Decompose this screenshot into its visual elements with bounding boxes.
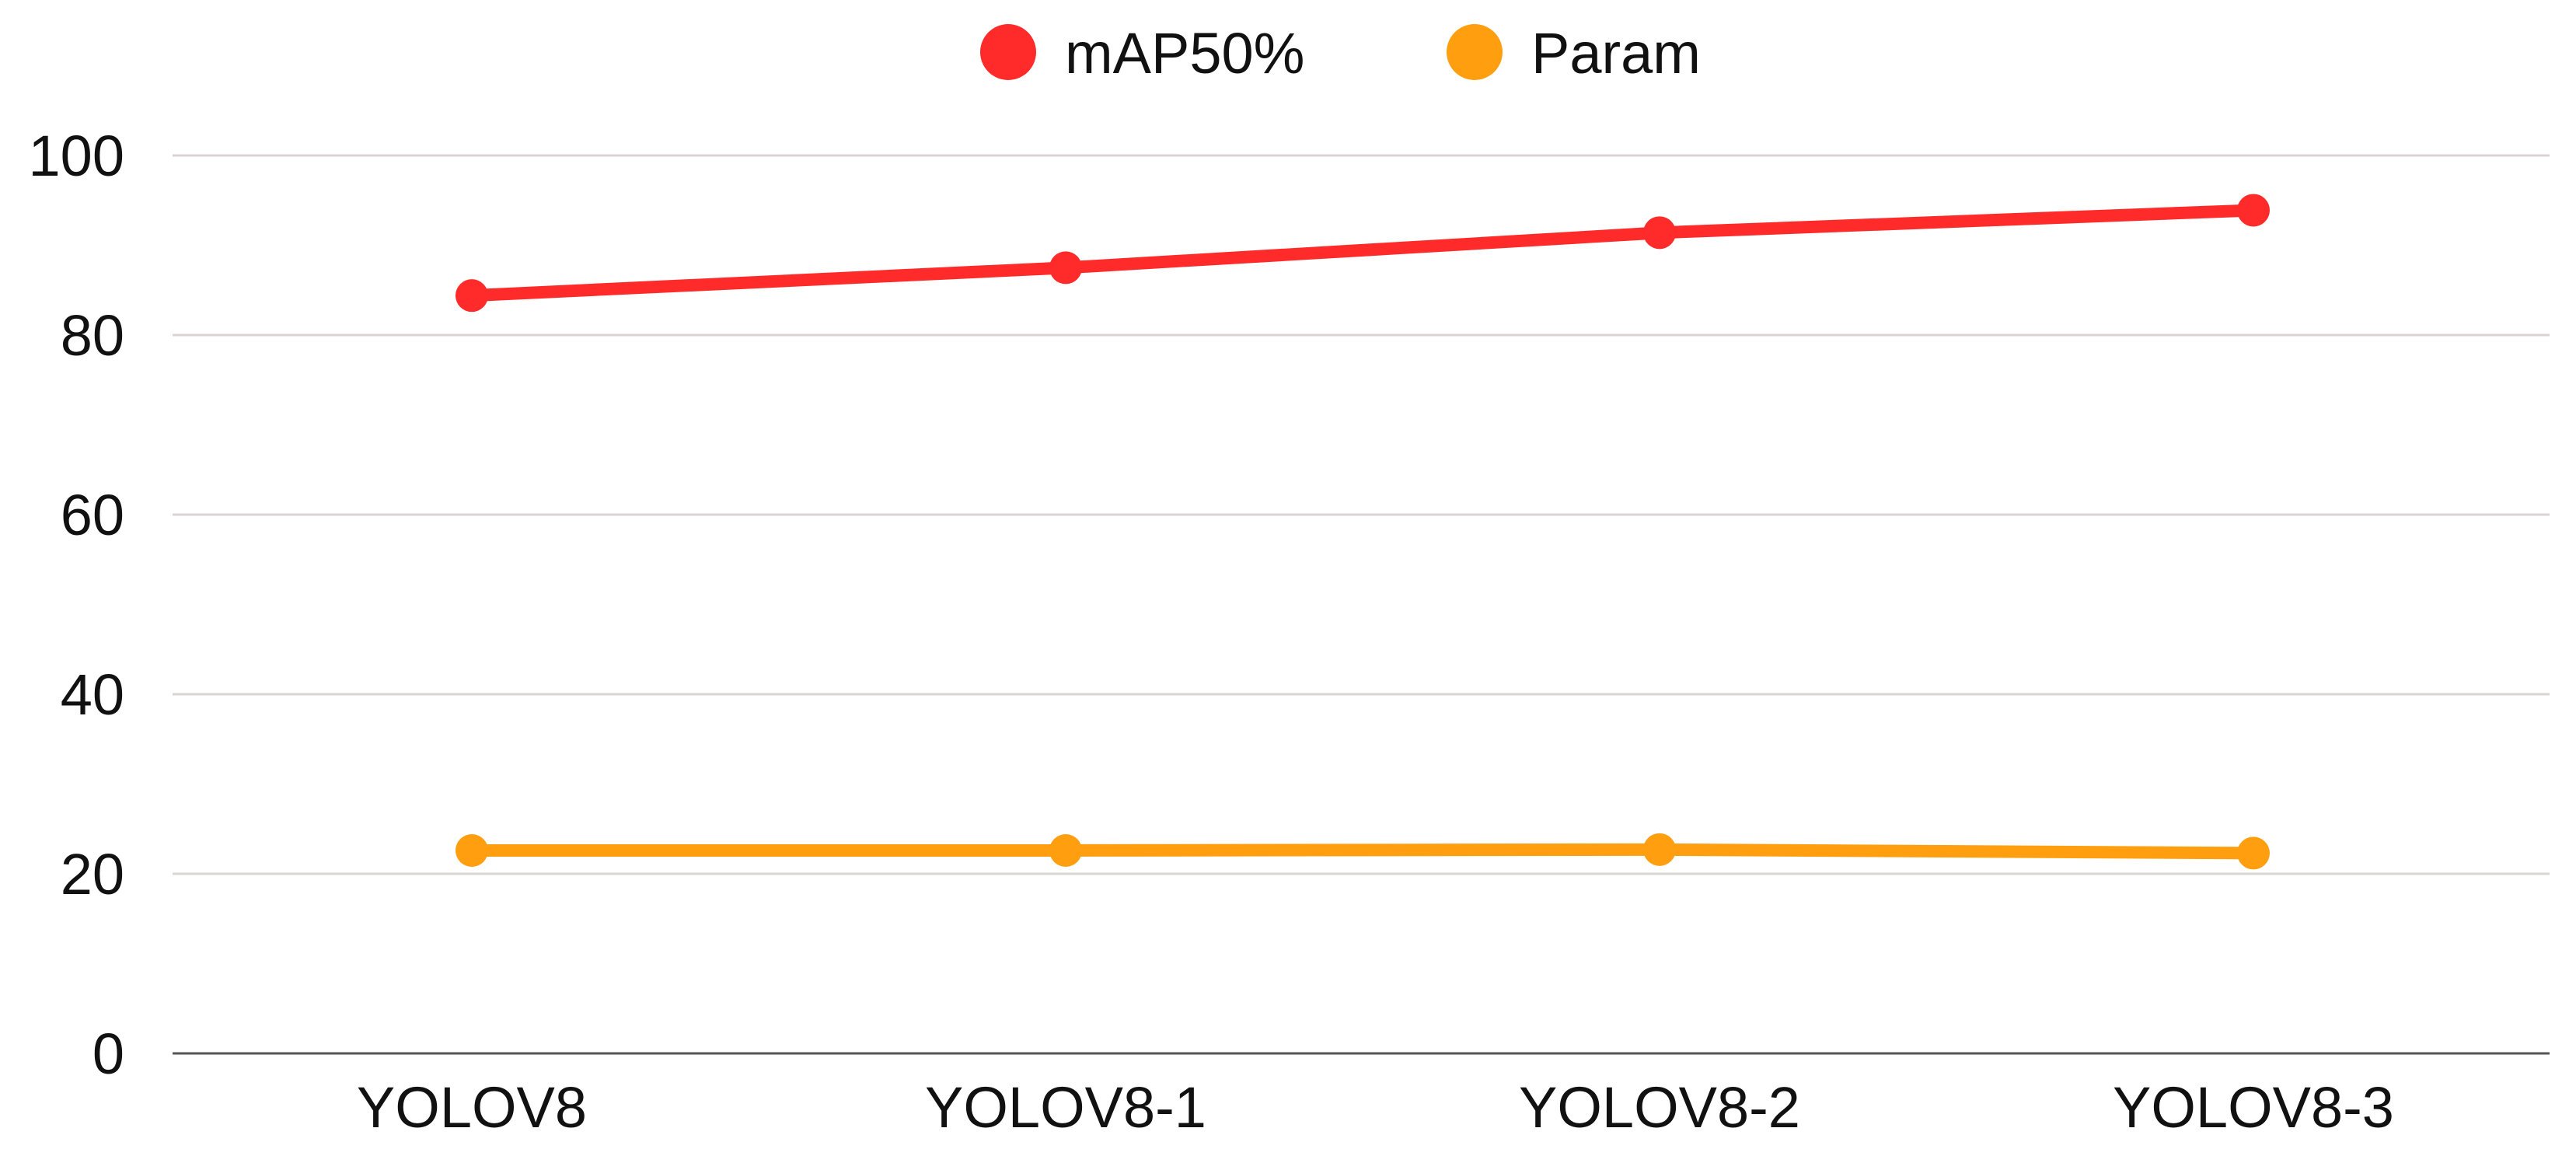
data-point bbox=[1049, 833, 1082, 867]
x-axis: YOLOV8 YOLOV8-1 YOLOV8-2 YOLOV8-3 bbox=[357, 1075, 2394, 1140]
x-tick-label: YOLOV8-1 bbox=[925, 1075, 1206, 1140]
chart-series bbox=[456, 194, 2270, 870]
legend-label: mAP50% bbox=[1065, 21, 1304, 86]
data-point bbox=[1049, 251, 1082, 285]
series-2 bbox=[456, 833, 2270, 870]
y-tick-label: 60 bbox=[61, 483, 124, 547]
series-line bbox=[466, 843, 2260, 860]
x-tick-label: YOLOV8-3 bbox=[2113, 1075, 2394, 1140]
series-line bbox=[466, 204, 2260, 302]
data-point bbox=[1643, 833, 1676, 866]
data-point bbox=[1643, 216, 1676, 250]
legend-marker bbox=[980, 24, 1036, 80]
data-point bbox=[456, 279, 488, 313]
y-tick-label: 100 bbox=[29, 124, 124, 188]
x-tick-label: YOLOV8-2 bbox=[1519, 1075, 1800, 1140]
data-point bbox=[2237, 836, 2270, 870]
legend-label: Param bbox=[1531, 21, 1701, 86]
legend-item: mAP50% bbox=[980, 21, 1304, 86]
legend-item: Param bbox=[1447, 21, 1701, 86]
y-axis: 0 20 40 60 80 100 bbox=[29, 124, 124, 1086]
chart-legend: mAP50% Param bbox=[980, 21, 1701, 86]
x-tick-label: YOLOV8 bbox=[357, 1075, 587, 1140]
legend-marker bbox=[1447, 24, 1503, 80]
data-point bbox=[2237, 194, 2270, 227]
y-tick-label: 20 bbox=[61, 842, 124, 906]
data-point bbox=[456, 833, 488, 867]
series-1 bbox=[456, 194, 2270, 313]
y-tick-label: 0 bbox=[92, 1022, 124, 1086]
gridlines bbox=[173, 154, 2550, 1055]
y-tick-label: 40 bbox=[61, 662, 124, 727]
y-tick-label: 80 bbox=[61, 303, 124, 368]
